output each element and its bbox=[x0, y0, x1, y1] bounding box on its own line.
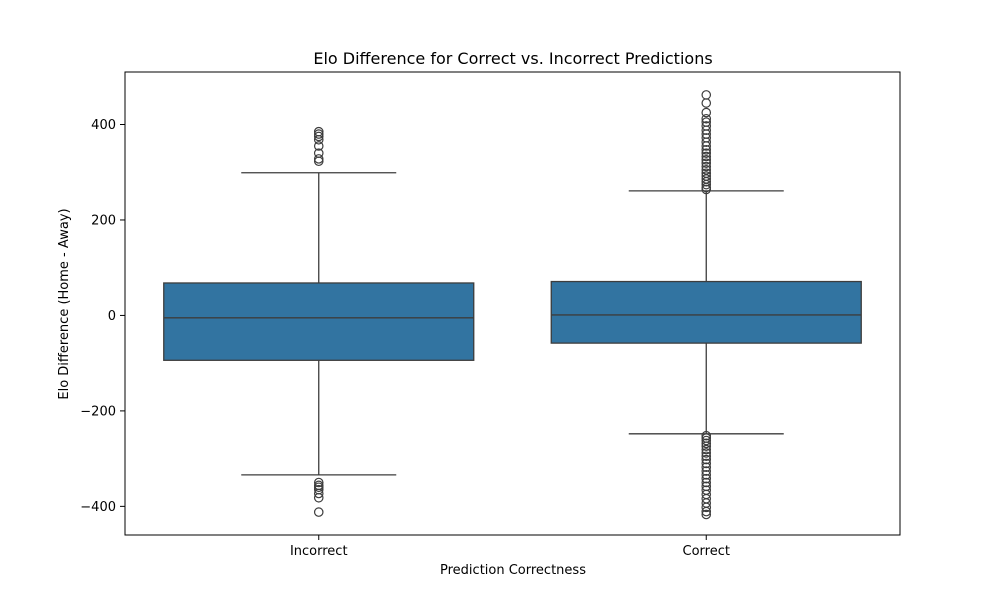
y-tick-label: −200 bbox=[80, 404, 116, 419]
outlier-point bbox=[701, 448, 712, 458]
outlier-point bbox=[701, 509, 712, 520]
outlier-point bbox=[701, 441, 712, 452]
y-axis-label: Elo Difference (Home - Away) bbox=[57, 208, 72, 399]
box-group-correct bbox=[550, 90, 862, 520]
y-tick-label: 200 bbox=[91, 213, 116, 228]
outlier-point bbox=[313, 482, 324, 493]
iqr-box bbox=[163, 282, 475, 361]
outlier-point bbox=[701, 462, 712, 473]
outlier-point bbox=[701, 438, 712, 449]
chart-title: Elo Difference for Correct vs. Incorrect… bbox=[313, 49, 712, 68]
plot-area-frame bbox=[124, 71, 901, 536]
y-axis: 400 200 0 −200 −400 bbox=[80, 118, 125, 515]
outlier-point bbox=[701, 113, 712, 124]
y-tick-label: 0 bbox=[108, 309, 116, 324]
outlier-point bbox=[313, 134, 324, 145]
outlier-point bbox=[313, 507, 324, 517]
outlier-point bbox=[701, 137, 712, 147]
outlier-point bbox=[701, 90, 712, 100]
outlier-point bbox=[701, 107, 712, 118]
outlier-point bbox=[313, 488, 324, 499]
outlier-point bbox=[313, 492, 324, 503]
outlier-point bbox=[701, 151, 712, 162]
x-tick-label: Correct bbox=[683, 544, 730, 559]
outlier-point bbox=[701, 444, 712, 455]
outlier-point bbox=[313, 156, 324, 167]
outlier-point bbox=[701, 502, 712, 513]
outlier-point bbox=[701, 155, 712, 165]
outlier-point bbox=[701, 98, 712, 108]
outlier-point bbox=[701, 165, 712, 175]
outlier-point bbox=[701, 451, 712, 462]
plot-marks bbox=[163, 90, 862, 520]
outlier-point bbox=[701, 141, 712, 151]
outlier-point bbox=[701, 176, 712, 187]
outlier-point bbox=[701, 477, 712, 488]
outlier-point bbox=[701, 466, 712, 476]
outlier-point bbox=[701, 145, 712, 155]
outlier-point bbox=[701, 506, 712, 517]
box-group-incorrect bbox=[163, 126, 475, 517]
outlier-point bbox=[701, 179, 712, 190]
outlier-point bbox=[701, 184, 712, 195]
outlier-point bbox=[701, 125, 712, 136]
outlier-point bbox=[701, 161, 712, 172]
outlier-point bbox=[701, 435, 712, 446]
outlier-point bbox=[313, 477, 324, 488]
y-tick-label: 400 bbox=[91, 118, 116, 133]
outlier-point bbox=[701, 458, 712, 469]
outlier-point bbox=[701, 430, 712, 441]
x-axis: Incorrect Correct bbox=[290, 535, 730, 559]
outlier-point bbox=[313, 141, 324, 151]
outlier-point bbox=[313, 131, 324, 142]
outlier-point bbox=[313, 154, 324, 164]
outlier-point bbox=[701, 454, 712, 465]
outlier-point bbox=[701, 148, 712, 158]
outlier-point bbox=[701, 158, 712, 168]
outlier-point bbox=[313, 129, 324, 139]
x-tick-label: Incorrect bbox=[290, 544, 348, 559]
y-tick-label: −400 bbox=[80, 500, 116, 515]
outlier-point bbox=[701, 470, 712, 480]
x-axis-label: Prediction Correctness bbox=[440, 563, 586, 578]
iqr-box bbox=[550, 280, 862, 344]
outlier-point bbox=[701, 473, 712, 484]
